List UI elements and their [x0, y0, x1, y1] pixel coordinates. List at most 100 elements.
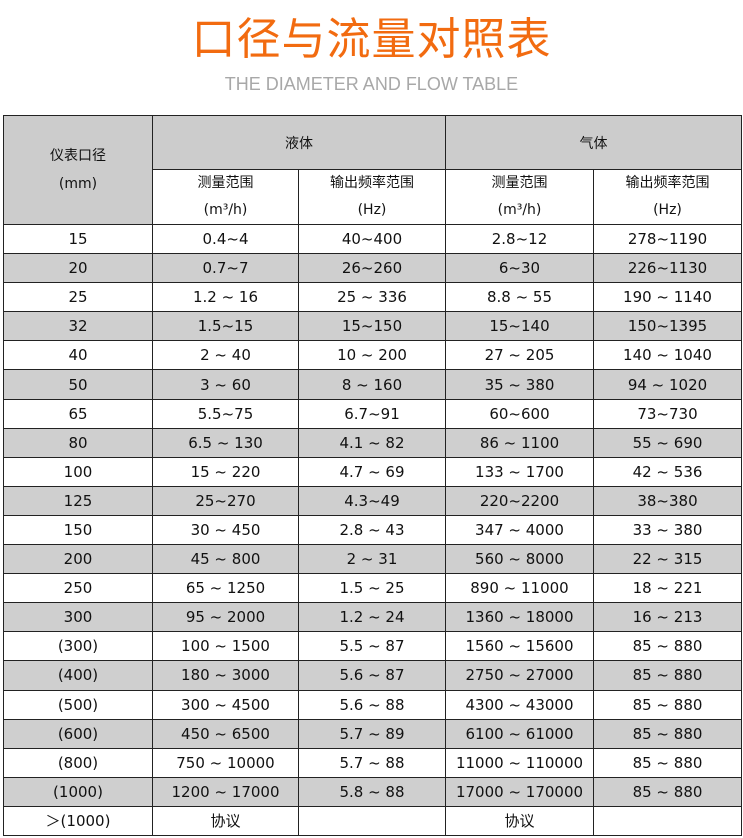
table-row: (300) 100 ~ 1500 5.5 ~ 87 1560 ~ 15600 85 ~ … — [3, 631, 742, 662]
cell-liquid-freq: 40~400 — [298, 223, 446, 255]
cell-liquid-measure: 300 ~ 4500 — [152, 689, 299, 720]
cell-gas-measure: 35 ~ 380 — [445, 369, 594, 400]
cell-diameter: (500) — [3, 689, 153, 720]
cell-gas-measure: 86 ~ 1100 — [445, 427, 594, 458]
table-row: 150 30 ~ 450 2.8 ~ 43 347 ~ 4000 33 ~ 380 — [3, 514, 742, 546]
cell-diameter: ＞(1000) — [3, 805, 153, 836]
cell-diameter: 80 — [3, 427, 153, 458]
cell-liquid-measure: 30 ~ 450 — [152, 514, 299, 546]
cell-gas-measure: 4300 ~ 43000 — [445, 689, 594, 720]
cell-diameter: 300 — [3, 602, 153, 633]
cell-gas-freq: 18 ~ 221 — [593, 573, 742, 604]
header-unit: (Hz) — [653, 202, 682, 218]
cell-liquid-freq — [298, 805, 446, 836]
header-unit: (m³/h) — [203, 202, 248, 218]
table-row: 250 65 ~ 1250 1.5 ~ 25 890 ~ 11000 18 ~ 221 — [3, 573, 742, 604]
cell-gas-measure: 1560 ~ 15600 — [445, 631, 594, 662]
cell-liquid-measure: 0.4~4 — [152, 223, 299, 255]
cell-gas-freq: 33 ~ 380 — [593, 514, 742, 546]
cell-liquid-freq: 25 ~ 336 — [298, 282, 446, 313]
cell-gas-measure: 2750 ~ 27000 — [445, 660, 594, 691]
cell-diameter: 65 — [3, 398, 153, 429]
table-row: ＞(1000) 协议 协议 — [3, 805, 742, 836]
header-diameter: 仪表口径 (mm) — [3, 115, 153, 225]
header-diameter-label: 仪表口径 — [50, 148, 106, 164]
table-row: 15 0.4~4 40~400 2.8~12 278~1190 — [3, 223, 742, 255]
cell-gas-measure: 27 ~ 205 — [445, 340, 594, 371]
cell-gas-measure: 1360 ~ 18000 — [445, 602, 594, 633]
cell-liquid-freq: 2.8 ~ 43 — [298, 514, 446, 546]
cell-liquid-measure: 45 ~ 800 — [152, 544, 299, 575]
table-row: (1000) 1200 ~ 17000 5.8 ~ 88 17000 ~ 170000… — [3, 776, 742, 807]
cell-gas-freq: 226~1130 — [593, 253, 742, 284]
table-row: 100 15 ~ 220 4.7 ~ 69 133 ~ 1700 42 ~ 536 — [3, 456, 742, 487]
table-row: 80 6.5 ~ 130 4.1 ~ 82 86 ~ 1100 55 ~ 690 — [3, 427, 742, 458]
cell-liquid-freq: 1.5 ~ 25 — [298, 573, 446, 604]
header-unit: (m³/h) — [497, 202, 542, 218]
cell-gas-measure: 890 ~ 11000 — [445, 573, 594, 604]
cell-gas-freq: 38~380 — [593, 485, 742, 516]
cell-gas-measure: 560 ~ 8000 — [445, 544, 594, 575]
table-row: 65 5.5~75 6.7~91 60~600 73~730 — [3, 398, 742, 429]
cell-gas-freq: 94 ~ 1020 — [593, 369, 742, 400]
header-unit: (Hz) — [357, 202, 387, 218]
cell-liquid-measure: 协议 — [152, 805, 299, 836]
cell-diameter: 15 — [3, 223, 153, 255]
header-liquid: 液体 — [152, 115, 446, 170]
table-row: 50 3 ~ 60 8 ~ 160 35 ~ 380 94 ~ 1020 — [3, 369, 742, 400]
cell-diameter: 200 — [3, 544, 153, 575]
cell-gas-freq: 85 ~ 880 — [593, 660, 742, 691]
table-row: 25 1.2 ~ 16 25 ~ 336 8.8 ~ 55 190 ~ 1140 — [3, 282, 742, 313]
cell-gas-measure: 60~600 — [445, 398, 594, 429]
cell-diameter: 50 — [3, 369, 153, 400]
header-gas-measure: 测量范围 (m³/h) — [445, 169, 594, 225]
cell-liquid-freq: 5.8 ~ 88 — [298, 776, 446, 807]
cell-liquid-freq: 5.7 ~ 88 — [298, 747, 446, 778]
cell-gas-freq: 140 ~ 1040 — [593, 340, 742, 371]
cell-gas-freq: 85 ~ 880 — [593, 718, 742, 749]
table-row: 32 1.5~15 15~150 15~140 150~1395 — [3, 311, 742, 342]
cell-gas-freq: 85 ~ 880 — [593, 776, 742, 807]
cell-liquid-freq: 2 ~ 31 — [298, 544, 446, 575]
cell-gas-freq: 42 ~ 536 — [593, 456, 742, 487]
cell-gas-measure: 133 ~ 1700 — [445, 456, 594, 487]
table-row: (600) 450 ~ 6500 5.7 ~ 89 6100 ~ 61000 85 ~ … — [3, 718, 742, 749]
cell-liquid-measure: 6.5 ~ 130 — [152, 427, 299, 458]
table-row: 300 95 ~ 2000 1.2 ~ 24 1360 ~ 18000 16 ~ 213 — [3, 602, 742, 633]
cell-diameter: 25 — [3, 282, 153, 313]
cell-liquid-measure: 450 ~ 6500 — [152, 718, 299, 749]
cell-gas-freq: 22 ~ 315 — [593, 544, 742, 575]
cell-gas-freq: 150~1395 — [593, 311, 742, 342]
cell-gas-freq: 73~730 — [593, 398, 742, 429]
cell-liquid-freq: 10 ~ 200 — [298, 340, 446, 371]
table-row: 20 0.7~7 26~260 6~30 226~1130 — [3, 253, 742, 284]
cell-liquid-measure: 25~270 — [152, 485, 299, 516]
cell-liquid-measure: 1.2 ~ 16 — [152, 282, 299, 313]
header-liquid-freq: 输出频率范围 (Hz) — [298, 169, 446, 225]
cell-diameter: 32 — [3, 311, 153, 342]
cell-liquid-measure: 5.5~75 — [152, 398, 299, 429]
cell-diameter: (400) — [3, 660, 153, 691]
cell-gas-measure: 6~30 — [445, 253, 594, 284]
header-gas: 气体 — [445, 115, 742, 170]
diameter-flow-table: 仪表口径 (mm) 液体 气体 测量范围 (m³/h) 输出频率范围 (Hz) 测量… — [3, 115, 742, 836]
cell-liquid-measure: 100 ~ 1500 — [152, 631, 299, 662]
cell-gas-freq: 278~1190 — [593, 223, 742, 255]
header-label: 测量范围 — [197, 175, 254, 191]
page-title: 口径与流量对照表 — [191, 14, 552, 65]
cell-diameter: 20 — [3, 253, 153, 284]
cell-liquid-freq: 1.2 ~ 24 — [298, 602, 446, 633]
table-row: 40 2 ~ 40 10 ~ 200 27 ~ 205 140 ~ 1040 — [3, 340, 742, 371]
header-label: 输出频率范围 — [625, 175, 710, 191]
cell-diameter: 125 — [3, 485, 153, 516]
cell-liquid-freq: 6.7~91 — [298, 398, 446, 429]
cell-liquid-measure: 750 ~ 10000 — [152, 747, 299, 778]
cell-gas-freq: 16 ~ 213 — [593, 602, 742, 633]
cell-liquid-freq: 5.6 ~ 87 — [298, 660, 446, 691]
cell-liquid-freq: 4.3~49 — [298, 485, 446, 516]
cell-liquid-freq: 4.1 ~ 82 — [298, 427, 446, 458]
cell-gas-measure: 220~2200 — [445, 485, 594, 516]
cell-liquid-measure: 3 ~ 60 — [152, 369, 299, 400]
cell-diameter: (800) — [3, 747, 153, 778]
header-liquid-measure: 测量范围 (m³/h) — [152, 169, 299, 225]
